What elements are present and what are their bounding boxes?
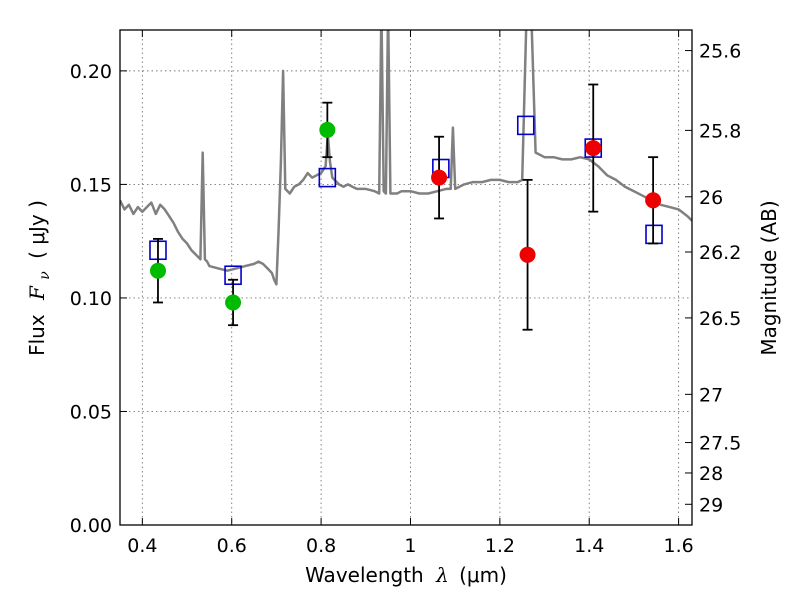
y-axis-label: Flux F ν ( μJy ): [25, 200, 54, 356]
y2-tick-label: 27.5: [699, 433, 741, 455]
y-axis-label-unit: ( μJy ): [25, 200, 49, 259]
ticks: 0.4 0.6 0.8 1 1.2 1.4 1.6 0.00 0.05 0.10 0.15 0.20 2…: [70, 30, 741, 557]
nir-photometry-point: [519, 246, 536, 263]
y2-axis-label: Magnitude (AB): [757, 200, 781, 355]
model-photometry-square: [516, 115, 535, 136]
y-axis-label-symbol: F: [25, 285, 49, 301]
y2-tick-label: 29: [699, 494, 723, 516]
y-axis-label-prefix: Flux: [25, 314, 49, 356]
model-photometry-square: [318, 167, 337, 188]
optical-photometry-point: [225, 294, 242, 311]
x-axis-label-symbol: λ: [435, 563, 449, 587]
x-tick-label: 1.2: [485, 535, 515, 557]
x-tick-label: 1.6: [663, 535, 693, 557]
x-axis-label: Wavelength λ (μm): [305, 563, 507, 587]
x-axis-label-unit: (μm): [459, 563, 507, 587]
x-axis-label-prefix: Wavelength: [305, 563, 424, 587]
y-tick-label: 0.20: [70, 61, 112, 83]
grid: [120, 30, 692, 526]
y2-tick-label: 28: [699, 463, 723, 485]
y2-tick-label: 26.2: [699, 242, 741, 264]
y-axis-label-subscript: ν: [37, 271, 53, 280]
y2-tick-label: 25.6: [699, 41, 741, 63]
nir-photometry-point: [645, 192, 662, 209]
x-tick-label: 0.4: [127, 535, 157, 557]
y-tick-label: 0.05: [70, 401, 112, 423]
y2-tick-label: 25.8: [699, 120, 741, 142]
y-tick-label: 0.00: [70, 515, 112, 537]
y2-tick-label: 27: [699, 384, 723, 406]
optical-photometry-point: [319, 121, 336, 138]
y2-tick-label: 26: [699, 187, 723, 209]
optical-photometry-point: [149, 262, 166, 279]
markers: [149, 83, 663, 331]
plot-frame: [119, 29, 693, 526]
model-spectrum-line: [120, 30, 692, 286]
x-tick-label: 1.4: [574, 535, 604, 557]
plot-area: [120, 30, 692, 286]
x-tick-label: 1: [404, 535, 416, 557]
y-tick-label: 0.10: [70, 288, 112, 310]
x-tick-label: 0.6: [217, 535, 247, 557]
nir-photometry-point: [431, 169, 448, 186]
y-tick-label: 0.15: [70, 174, 112, 196]
nir-photometry-point: [585, 140, 602, 157]
x-tick-label: 0.8: [306, 535, 336, 557]
y2-tick-label: 26.5: [699, 308, 741, 330]
